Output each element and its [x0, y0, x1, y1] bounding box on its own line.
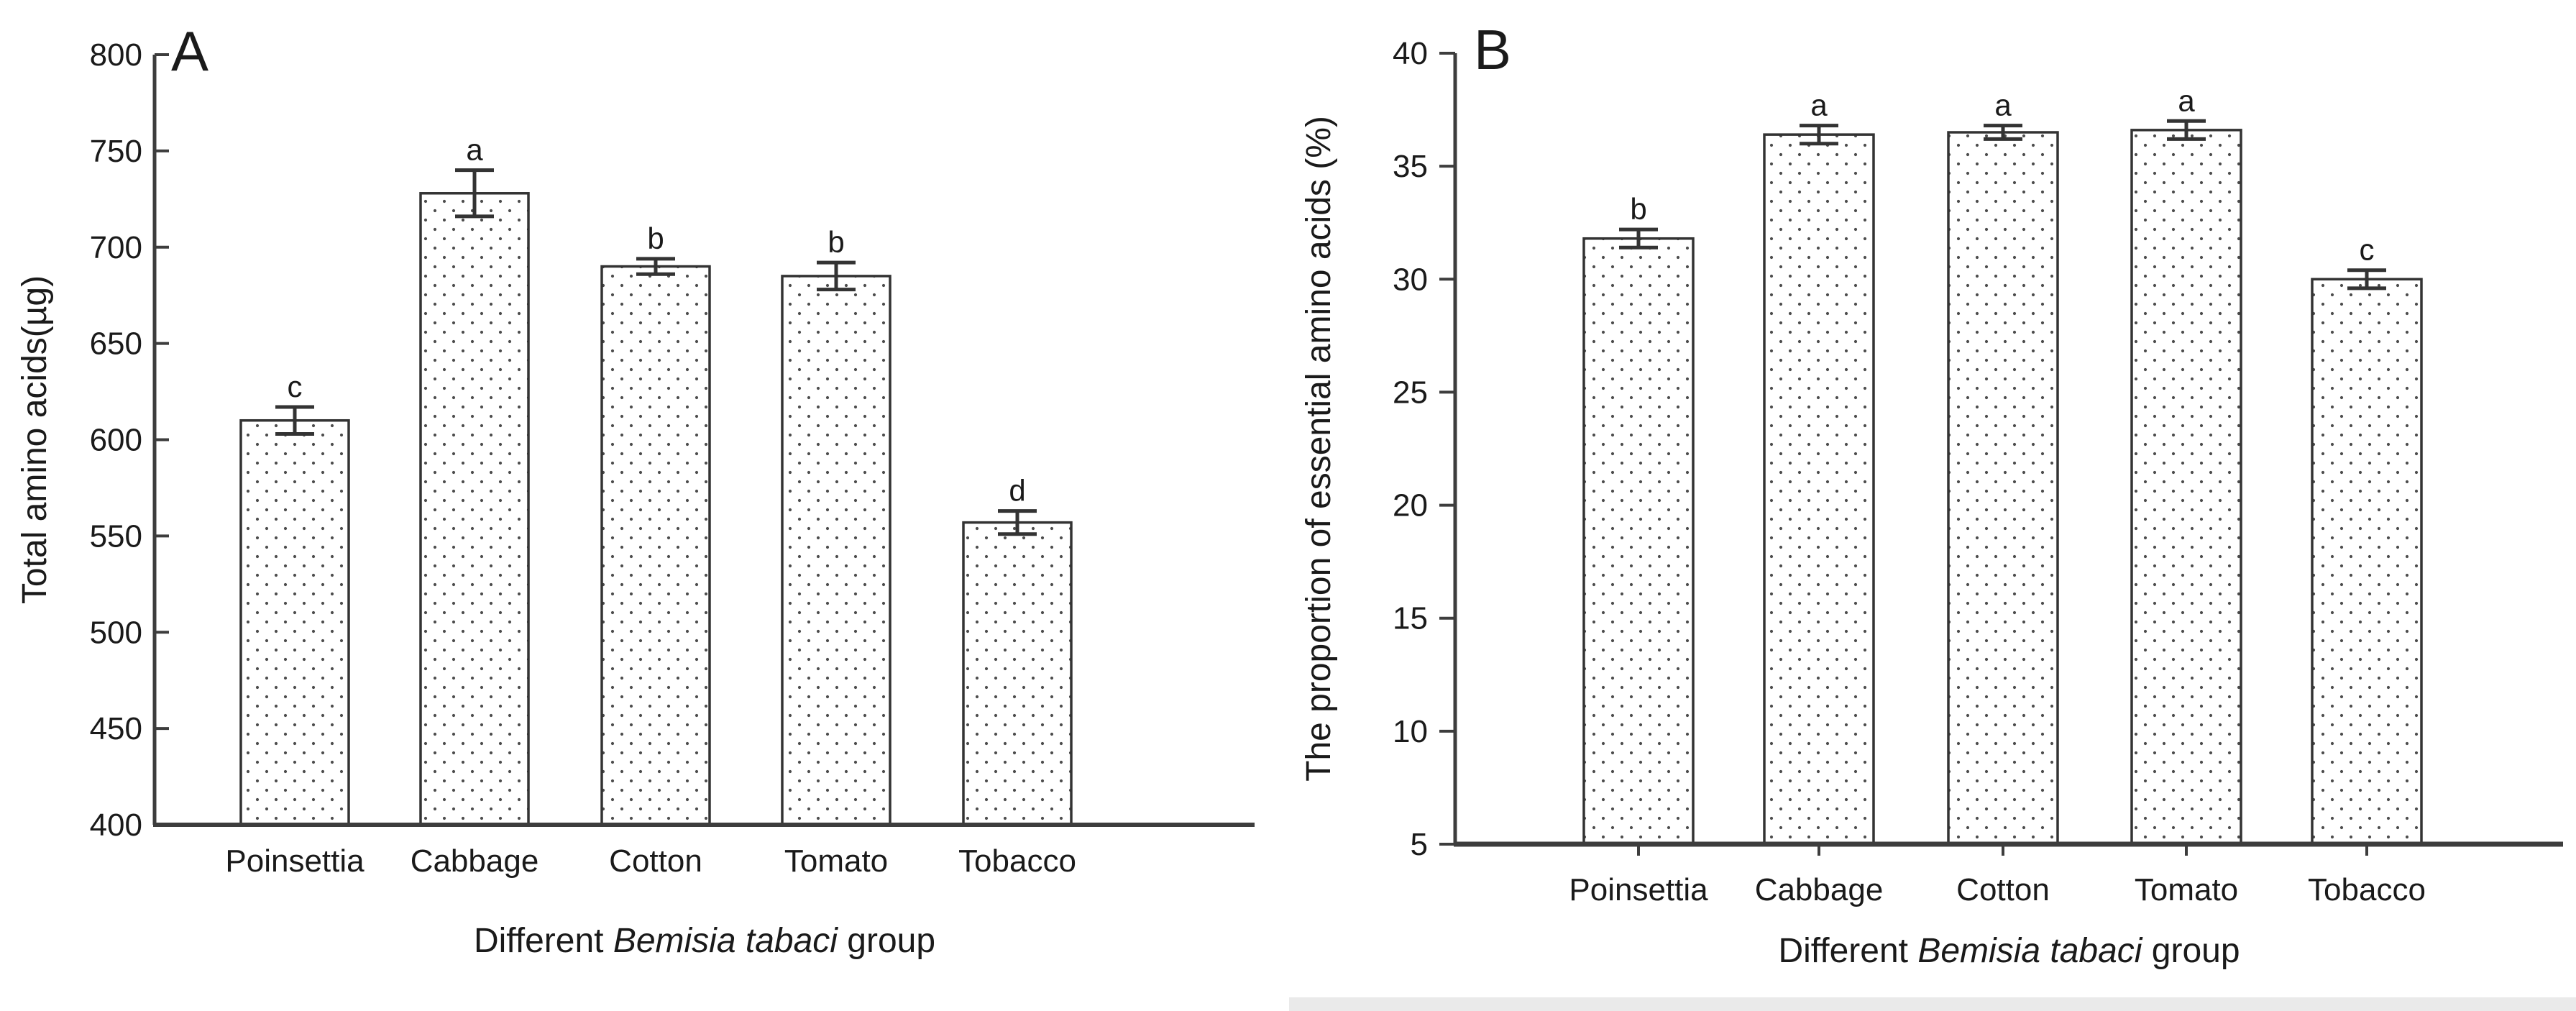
panel-letter: B [1474, 18, 1511, 81]
panel-b: b Poinsettia a Cabbage a Cotton a Tomato c Tobacc… [1300, 18, 2563, 970]
category-label: Poinsettia [1569, 872, 1708, 907]
sig-letter: d [1009, 474, 1025, 508]
sig-letter: c [288, 370, 303, 403]
bar-cotton [600, 265, 711, 826]
y-tick-label: 700 [90, 230, 142, 265]
x-axis-title-species: Bemisia tabaci [1917, 932, 2142, 970]
sig-letter: a [466, 133, 483, 167]
error-bar-cabbage [455, 168, 494, 219]
y-tick-label: 600 [90, 423, 142, 458]
bar-tobacco [2311, 278, 2423, 846]
y-tick-label: 500 [90, 615, 142, 650]
x-axis-title-part: group [838, 922, 935, 960]
y-axis-title: Total amino acids(µg) [16, 275, 54, 604]
category-label: Poinsettia [225, 843, 365, 879]
x-axis-title-part: Different [1778, 932, 1917, 970]
panel-letter: A [171, 19, 208, 83]
y-tick-label: 750 [90, 134, 142, 169]
x-axis-title-part: Different [474, 922, 613, 960]
bar-tobacco [962, 521, 1073, 826]
panel-a: c Poinsettia a Cabbage b Cotton b Tomato d Tobacc… [16, 19, 1255, 960]
category-label: Tomato [2135, 872, 2238, 907]
error-bar-tobacco [2347, 268, 2386, 291]
category-label: Cabbage [411, 843, 539, 879]
error-bar-cotton [636, 257, 675, 276]
y-tick-label: 25 [1393, 375, 1428, 410]
error-bar-poinsettia [275, 405, 314, 436]
y-tick-label: 35 [1393, 149, 1428, 184]
x-axis-title: Different Bemisia tabaci group [1778, 932, 2240, 970]
bar-poinsettia [1582, 237, 1695, 846]
y-tick-label: 15 [1393, 601, 1428, 636]
x-axis-title: Different Bemisia tabaci group [474, 922, 935, 960]
page-artifact-band [1289, 997, 2576, 1011]
bar-poinsettia [239, 418, 350, 826]
error-bar-cabbage [1800, 124, 1838, 146]
bar-tomato [2130, 129, 2242, 846]
error-bar-cotton [1984, 124, 2022, 141]
category-label: Tobacco [958, 843, 1076, 879]
error-bar-tomato [817, 260, 856, 292]
x-axis-title-part: group [2142, 932, 2240, 970]
sig-letter: b [647, 221, 664, 255]
y-tick-label: 400 [90, 808, 142, 843]
sig-letter: b [1630, 192, 1646, 226]
bar-cabbage [419, 192, 530, 826]
category-label: Cabbage [1755, 872, 1884, 907]
error-bar-tomato [2167, 119, 2206, 141]
y-tick-label: 550 [90, 518, 142, 554]
y-tick-label: 800 [90, 37, 142, 73]
sig-letter: a [1810, 88, 1828, 122]
category-label: Cotton [609, 843, 702, 879]
bar-tomato [781, 275, 891, 826]
y-tick-label: 650 [90, 326, 142, 362]
x-axis-title-species: Bemisia tabaci [613, 922, 838, 960]
y-tick-label: 10 [1393, 714, 1428, 749]
y-axis-title: The proportion of essential amino acids … [1300, 116, 1338, 782]
sig-letter: c [2360, 233, 2375, 267]
sig-letter: a [2178, 83, 2195, 117]
y-tick-label: 20 [1393, 488, 1428, 523]
bar-cotton [1947, 131, 2059, 846]
category-label: Tobacco [2308, 872, 2426, 907]
y-tick-label: 450 [90, 711, 142, 746]
category-label: Tomato [784, 843, 888, 879]
error-bar-tobacco [998, 509, 1037, 536]
sig-letter: b [828, 225, 844, 259]
category-label: Cotton [1956, 872, 2050, 907]
y-tick-label: 30 [1393, 262, 1428, 297]
sig-letter: a [1994, 88, 2012, 122]
bar-cabbage [1763, 133, 1875, 846]
y-tick-label: 40 [1393, 36, 1428, 71]
y-tick-label: 5 [1411, 827, 1428, 862]
error-bar-poinsettia [1619, 227, 1658, 250]
